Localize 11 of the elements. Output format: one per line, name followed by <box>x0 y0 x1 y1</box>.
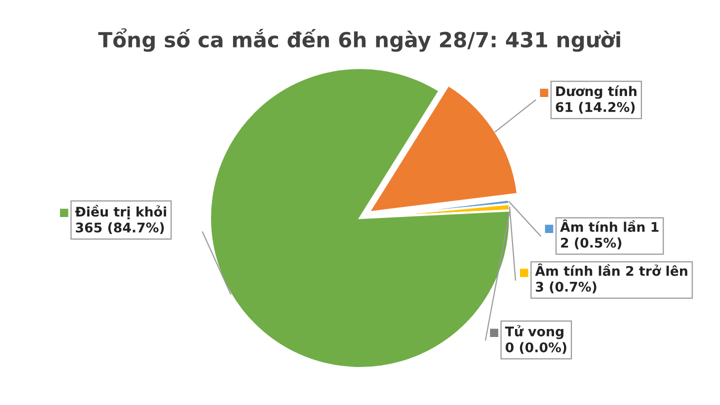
data-label: 2 (0.5%) <box>561 238 622 250</box>
chart-title: Tổng số ca mắc đến 6h ngày 28/7: 431 người <box>98 28 620 52</box>
data-label: 365 (84.7%) <box>76 222 164 234</box>
legend-label: Dương tính <box>556 85 636 99</box>
data-label: 3 (0.7%) <box>536 282 596 294</box>
legend-label: Âm tính lần 2 trở lên <box>535 264 688 276</box>
legend-label: Tử vong <box>505 325 564 340</box>
legend-label: Âm tính lần 1 <box>560 220 658 232</box>
text: 0 (0.0%) <box>506 342 566 354</box>
data-label: 61 (14.2%) <box>556 102 635 114</box>
legend-label: Điều trị khỏi <box>75 204 166 220</box>
